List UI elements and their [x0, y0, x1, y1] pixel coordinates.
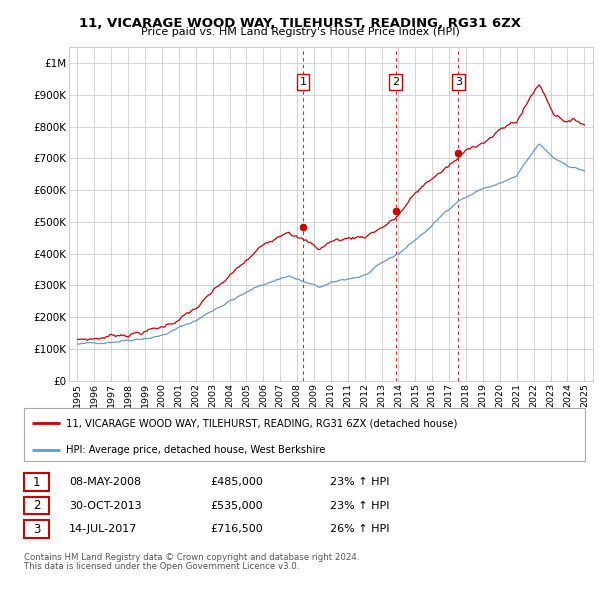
Text: 08-MAY-2008: 08-MAY-2008 [69, 477, 141, 487]
Text: 2: 2 [392, 77, 399, 87]
Text: 2: 2 [33, 499, 40, 512]
Text: 23% ↑ HPI: 23% ↑ HPI [330, 501, 389, 510]
Text: 30-OCT-2013: 30-OCT-2013 [69, 501, 142, 510]
Text: £485,000: £485,000 [210, 477, 263, 487]
Text: 26% ↑ HPI: 26% ↑ HPI [330, 525, 389, 534]
Text: 11, VICARAGE WOOD WAY, TILEHURST, READING, RG31 6ZX (detached house): 11, VICARAGE WOOD WAY, TILEHURST, READIN… [66, 418, 457, 428]
Text: 11, VICARAGE WOOD WAY, TILEHURST, READING, RG31 6ZX: 11, VICARAGE WOOD WAY, TILEHURST, READIN… [79, 17, 521, 30]
Text: £716,500: £716,500 [210, 525, 263, 534]
Text: HPI: Average price, detached house, West Berkshire: HPI: Average price, detached house, West… [66, 445, 325, 455]
Text: 3: 3 [455, 77, 462, 87]
Text: 1: 1 [299, 77, 307, 87]
Text: 1: 1 [33, 476, 40, 489]
Text: 3: 3 [33, 523, 40, 536]
Text: Price paid vs. HM Land Registry's House Price Index (HPI): Price paid vs. HM Land Registry's House … [140, 27, 460, 37]
Text: Contains HM Land Registry data © Crown copyright and database right 2024.: Contains HM Land Registry data © Crown c… [24, 553, 359, 562]
Text: £535,000: £535,000 [210, 501, 263, 510]
Text: 23% ↑ HPI: 23% ↑ HPI [330, 477, 389, 487]
Text: 14-JUL-2017: 14-JUL-2017 [69, 525, 137, 534]
Text: This data is licensed under the Open Government Licence v3.0.: This data is licensed under the Open Gov… [24, 562, 299, 571]
